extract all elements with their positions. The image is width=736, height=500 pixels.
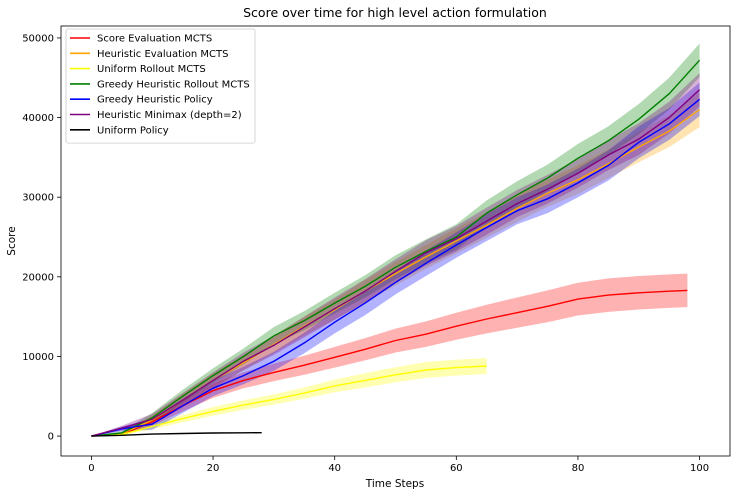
y-tick-label: 50000 <box>22 33 54 44</box>
series-line-3 <box>91 59 701 437</box>
series-lines <box>91 59 701 437</box>
chart-title: Score over time for high level action fo… <box>243 5 547 20</box>
x-tick-label: 100 <box>690 463 709 474</box>
y-tick-label: 40000 <box>22 113 54 124</box>
series-band-1 <box>91 92 700 437</box>
x-tick-label: 40 <box>328 463 341 474</box>
x-tick-label: 80 <box>572 463 585 474</box>
x-axis-ticks: 0 20 40 60 80 100 <box>88 456 709 474</box>
legend-entry-0: Score Evaluation MCTS <box>97 34 212 45</box>
x-tick-label: 0 <box>88 463 94 474</box>
legend-entry-2: Uniform Rollout MCTS <box>97 64 206 75</box>
legend-entry-3: Greedy Heuristic Rollout MCTS <box>97 79 250 90</box>
legend: Score Evaluation MCTS Heuristic Evaluatio… <box>65 28 256 144</box>
series-line-6 <box>91 432 262 437</box>
legend-entry-6: Uniform Policy <box>97 125 169 136</box>
y-tick-label: 0 <box>48 432 54 443</box>
y-tick-label: 10000 <box>22 352 54 363</box>
legend-box <box>65 28 256 144</box>
x-axis-label: Time Steps <box>365 478 424 490</box>
plot-frame <box>60 25 731 457</box>
y-tick-label: 30000 <box>22 193 54 204</box>
y-tick-label: 20000 <box>22 272 54 283</box>
legend-entry-4: Greedy Heuristic Policy <box>97 95 213 106</box>
x-tick-label: 60 <box>450 463 463 474</box>
x-tick-label: 20 <box>207 463 220 474</box>
y-axis-ticks: 0 10000 20000 30000 40000 50000 <box>22 33 61 443</box>
legend-entry-1: Heuristic Evaluation MCTS <box>97 49 229 60</box>
series-line-4 <box>91 98 701 437</box>
legend-entry-5: Heuristic Minimax (depth=2) <box>97 110 242 121</box>
series-line-2 <box>91 365 487 437</box>
y-axis-label: Score <box>6 226 18 255</box>
series-band-0 <box>91 273 688 437</box>
series-line-5 <box>91 89 701 437</box>
